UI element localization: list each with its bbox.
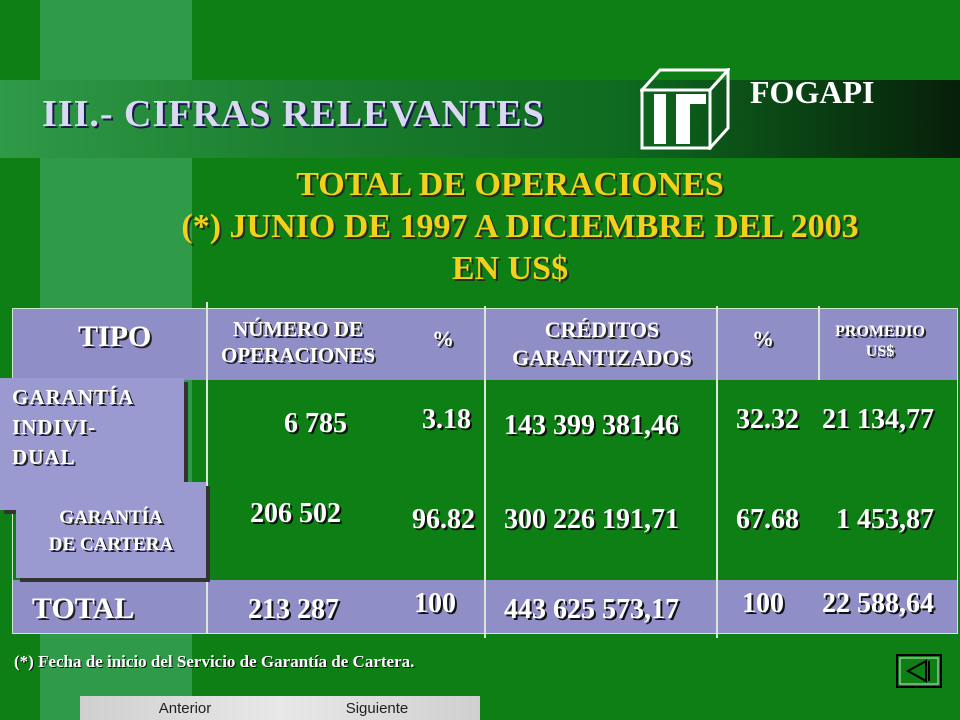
column-divider [484,306,486,638]
cell-total-numero: 213 287 [248,594,339,625]
row-label-card-cartera [16,482,206,578]
cell-individual-creditos: 143 399 381,46 [504,410,679,441]
end-slide-icon[interactable] [896,654,942,688]
cell-cartera-pct2: 67.68 [736,504,799,535]
header-promedio-line-1: PROMEDIO [835,323,925,340]
previous-button[interactable]: Anterior [158,700,212,717]
row-label-cartera-line-2: DE CARTERA [48,534,174,555]
subtitle-line-3: EN US$ [451,250,569,287]
row-label-individual-line-2: INDIVI- [12,415,97,439]
row-label-individual: GARANTÍA INDIVI- DUAL [12,382,134,472]
header-promedio: PROMEDIO US$ [820,322,940,362]
slide-title: III.- CIFRAS RELEVANTES [42,93,545,135]
navigation-bar [80,696,480,720]
cell-individual-promedio: 21 134,77 [822,404,934,435]
row-label-individual-line-3: DUAL [12,445,76,469]
header-pct-creditos: % [752,326,774,351]
column-divider [206,302,208,634]
cell-individual-pct2: 32.32 [736,404,799,435]
header-creditos-line-1: CRÉDITOS [544,317,660,342]
cell-cartera-numero: 206 502 [250,498,341,529]
cell-total-promedio: 22 588,64 [822,588,934,619]
header-creditos: CRÉDITOS GARANTIZADOS [488,316,716,372]
cell-cartera-creditos: 300 226 191,71 [504,504,679,535]
header-creditos-line-2: GARANTIZADOS [512,345,692,370]
cell-total-pct1: 100 [414,588,456,619]
subtitle-line-2: (*) JUNIO DE 1997 A DICIEMBRE DEL 2003 [181,208,859,245]
header-numero: NÚMERO DE OPERACIONES [212,316,384,368]
header-numero-line-2: OPERACIONES [220,343,376,367]
cell-cartera-promedio: 1 453,87 [836,504,934,535]
footnote: (*) Fecha de inicio del Servicio de Gara… [14,652,415,671]
row-label-individual-line-1: GARANTÍA [12,385,135,409]
row-label-cartera: GARANTÍA DE CARTERA [16,504,206,558]
cell-cartera-pct1: 96.82 [412,504,475,535]
column-divider [818,306,820,380]
cell-individual-pct1: 3.18 [422,404,471,435]
subtitle-line-1: TOTAL DE OPERACIONES [296,166,724,203]
header-promedio-line-2: US$ [865,343,895,360]
title-band [0,80,960,158]
header-tipo: TIPO [78,320,152,353]
header-pct-operaciones: % [432,326,454,351]
row-label-cartera-line-1: GARANTÍA [59,507,163,528]
cell-individual-numero: 6 785 [284,408,347,439]
brand-name: FOGAPI [750,74,875,110]
cell-total-pct2: 100 [742,588,784,619]
row-label-total: TOTAL [32,592,135,625]
next-button[interactable]: Siguiente [345,700,409,717]
header-numero-line-1: NÚMERO DE [232,317,364,341]
cell-total-creditos: 443 625 573,17 [504,594,679,625]
column-divider [716,306,718,638]
fogapi-logo-icon [640,68,730,150]
subtitle: TOTAL DE OPERACIONES (*) JUNIO DE 1997 A… [90,164,930,290]
